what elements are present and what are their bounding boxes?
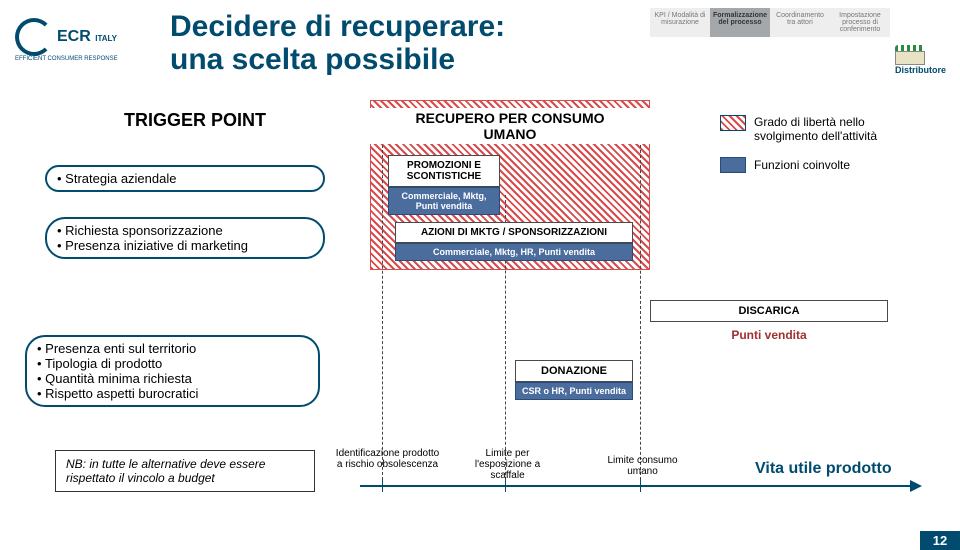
dash-left — [382, 145, 383, 485]
logo-country: ITALY — [95, 34, 117, 43]
timeline-lbl-1: Identificazione prodotto a rischio obsol… — [335, 448, 440, 470]
tick-3 — [640, 478, 641, 492]
tab-formalizzazione[interactable]: Formalizzazione del processo — [710, 8, 770, 37]
azioni-box: AZIONI DI MKTG / SPONSORIZZAZIONI Commer… — [395, 222, 633, 261]
nb-note: NB: in tutte le alternative deve essere … — [55, 450, 315, 492]
donazione-sub: CSR o HR, Punti vendita — [515, 382, 633, 400]
trigger-box-1: • Strategia aziendale — [45, 165, 325, 192]
tab-impostazione[interactable]: Impostazione processo di conferimento — [830, 8, 890, 37]
logo-mark — [15, 18, 53, 56]
distributor-icon: Distributore — [895, 45, 946, 75]
logo-tagline: EFFICIENT CONSUMER RESPONSE — [15, 56, 118, 62]
trigger-box-3: • Presenza enti sul territorio • Tipolog… — [25, 335, 320, 407]
trigger-box-2: • Richiesta sponsorizzazione • Presenza … — [45, 217, 325, 259]
discarica-head: DISCARICA — [650, 300, 888, 322]
legend-hatch-swatch — [720, 115, 746, 131]
legend-solid-label: Funzioni coinvolte — [754, 158, 850, 172]
promo-head: PROMOZIONI E SCONTISTICHE — [388, 155, 500, 187]
page-number: 12 — [920, 531, 960, 550]
bullet-burocratici: • Rispetto aspetti burocratici — [37, 386, 308, 401]
timeline-lbl-3: Limite consumo umano — [595, 455, 690, 477]
title-line-1: Decidere di recuperare: — [170, 10, 505, 43]
donazione-box: DONAZIONE CSR o HR, Punti vendita — [515, 360, 633, 400]
timeline-arrowhead — [910, 480, 922, 492]
title-line-2: una scelta possibile — [170, 43, 505, 76]
page-title: Decidere di recuperare: una scelta possi… — [170, 10, 505, 76]
azioni-sub: Commerciale, Mktg, HR, Punti vendita — [395, 243, 633, 261]
tab-kpi[interactable]: KPI / Modalità di misurazione — [650, 8, 710, 37]
timeline-end: Vita utile prodotto — [755, 460, 892, 478]
tab-strip: KPI / Modalità di misurazione Formalizza… — [650, 8, 890, 37]
bullet-tipologia: • Tipologia di prodotto — [37, 356, 308, 371]
trigger-title: TRIGGER POINT — [70, 110, 320, 131]
tab-coordinamento[interactable]: Coordinamento tra attori — [770, 8, 830, 37]
timeline-arrow — [360, 485, 910, 487]
bullet-strategia: • Strategia aziendale — [57, 171, 313, 186]
bullet-marketing: • Presenza iniziative di marketing — [57, 238, 313, 253]
logo: ECR ITALY EFFICIENT CONSUMER RESPONSE — [15, 18, 118, 62]
bullet-sponsorizzazione: • Richiesta sponsorizzazione — [57, 223, 313, 238]
dash-right — [640, 145, 641, 485]
legend-solid-swatch — [720, 157, 746, 173]
legend: Grado di libertà nello svolgimento dell'… — [720, 115, 924, 173]
legend-hatch-label: Grado di libertà nello svolgimento dell'… — [754, 115, 924, 143]
timeline-lbl-2: Limite per l'esposizione a scaffale — [460, 448, 555, 481]
bullet-quantita: • Quantità minima richiesta — [37, 371, 308, 386]
discarica-box: DISCARICA Punti vendita — [650, 300, 888, 342]
discarica-sub: Punti vendita — [650, 328, 888, 342]
recupero-title: RECUPERO PER CONSUMO UMANO — [370, 108, 650, 144]
promo-sub: Commerciale, Mktg, Punti vendita — [388, 187, 500, 215]
logo-brand: ECR — [57, 28, 91, 45]
tick-1 — [382, 478, 383, 492]
azioni-head: AZIONI DI MKTG / SPONSORIZZAZIONI — [395, 222, 633, 243]
distributor-label: Distributore — [895, 65, 946, 75]
promo-box: PROMOZIONI E SCONTISTICHE Commerciale, M… — [388, 155, 500, 215]
donazione-head: DONAZIONE — [515, 360, 633, 382]
bullet-enti: • Presenza enti sul territorio — [37, 341, 308, 356]
